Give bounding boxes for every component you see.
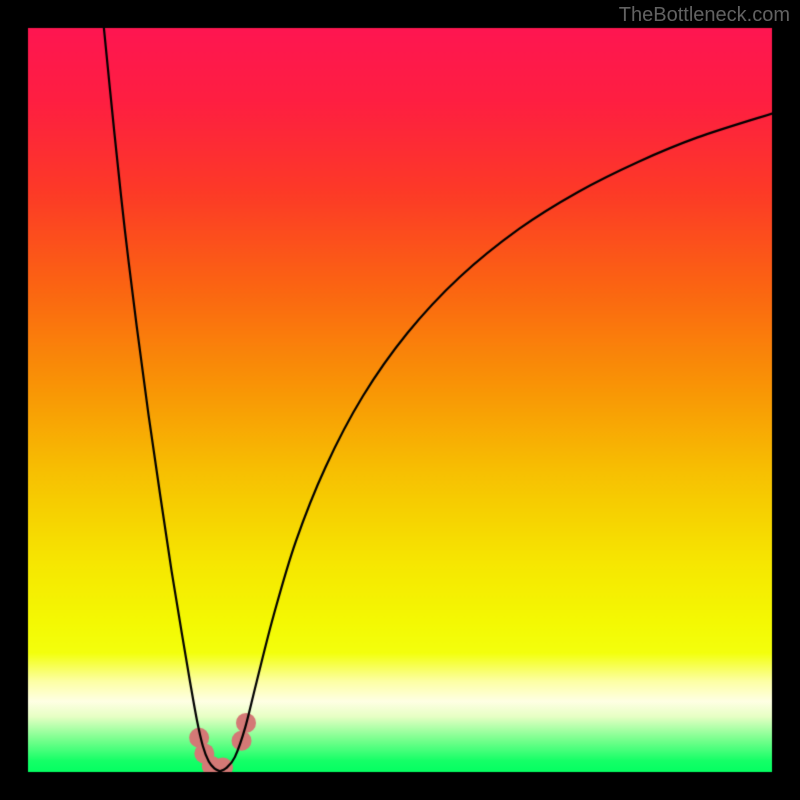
watermark-text: TheBottleneck.com <box>619 4 790 27</box>
bottleneck-curve-chart <box>0 0 800 800</box>
chart-stage: TheBottleneck.com <box>0 0 800 800</box>
